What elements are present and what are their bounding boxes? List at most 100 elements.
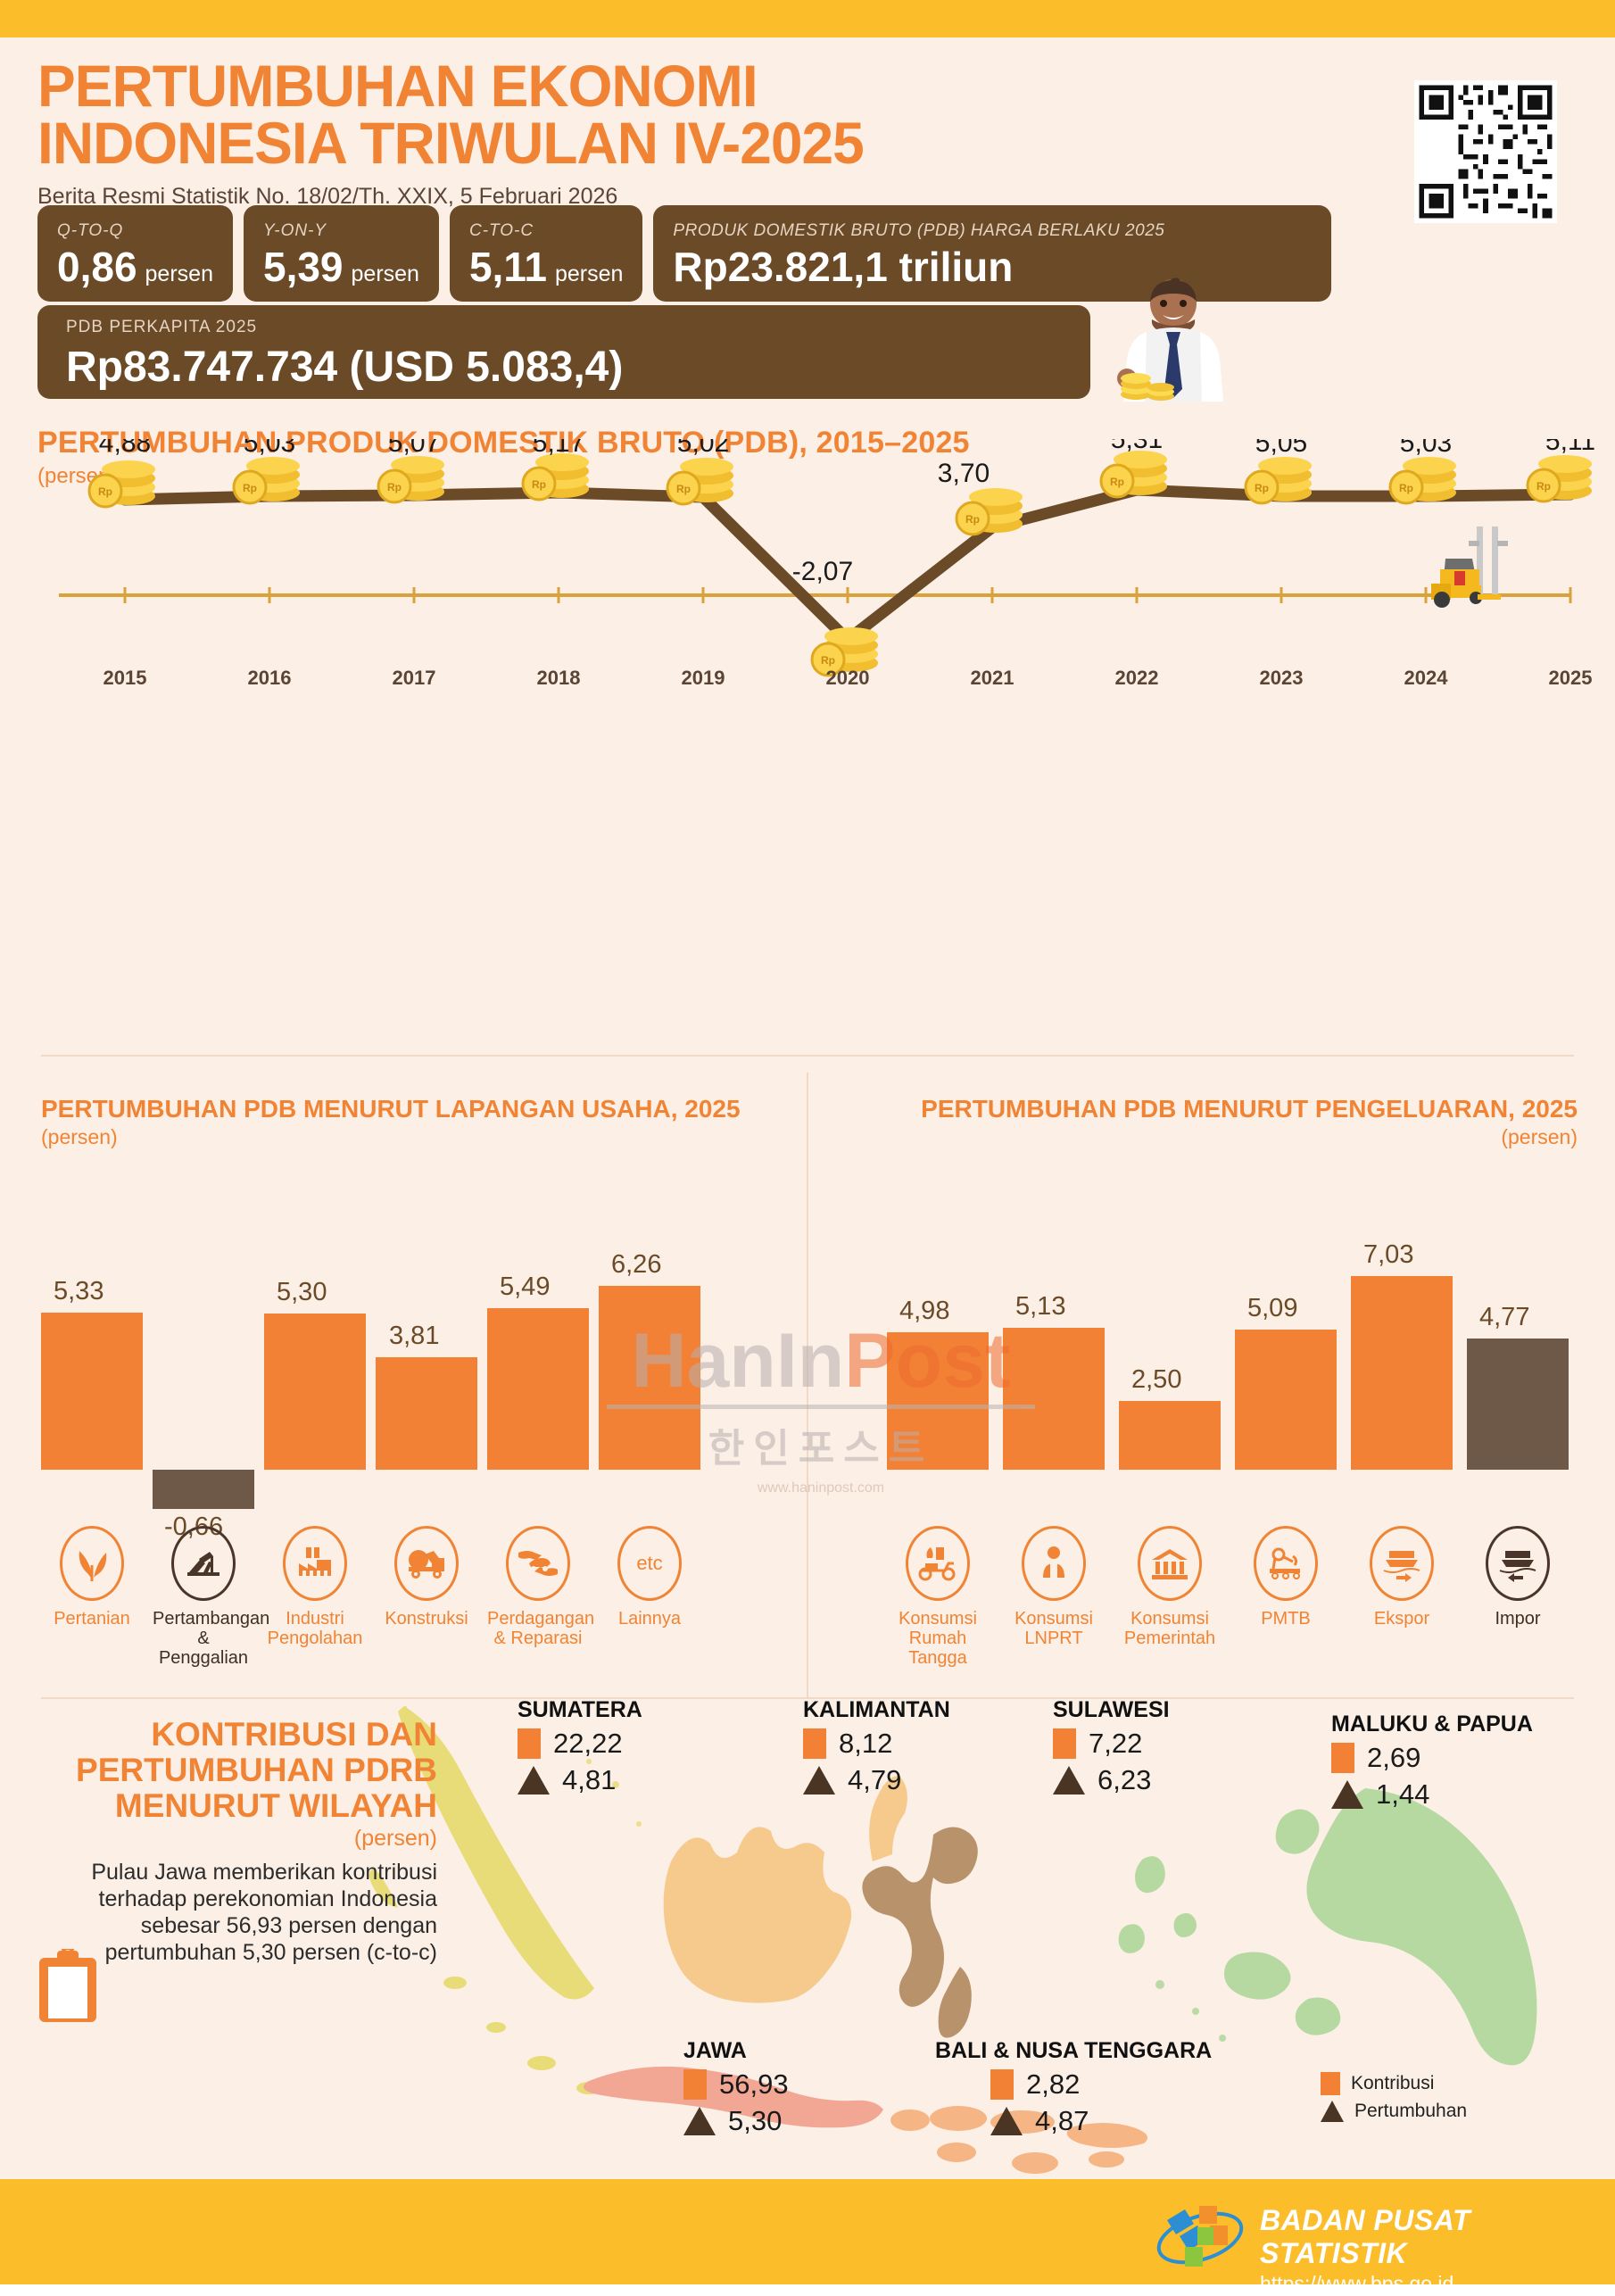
region-pertumbuhan: 1,44 [1376, 1778, 1430, 1810]
kontribusi-swatch [990, 2069, 1014, 2100]
region-pertumbuhan: 5,30 [728, 2105, 783, 2136]
map-title-line3: MENURUT WILAYAH [114, 1787, 437, 1824]
bar-pmtb [1235, 1330, 1337, 1470]
map-region-sumatera [369, 1705, 594, 2000]
bar-impor [1467, 1339, 1569, 1470]
svg-text:Rp: Rp [1110, 476, 1124, 488]
category-label: Industri Pengolahan [267, 1609, 363, 1648]
svg-text:2016: 2016 [248, 667, 292, 689]
footer-text: BADAN PUSAT STATISTIK https://www.bps.go… [1260, 2204, 1615, 2296]
cement-truck-icon [409, 1550, 444, 1579]
qr-code-icon [1414, 80, 1557, 223]
map-section: KONTRIBUSI DAN PERTUMBUHAN PDRB MENURUT … [0, 1697, 1615, 2217]
region-pertumbuhan: 6,23 [1097, 1764, 1152, 1795]
region-kontribusi: 22,22 [553, 1728, 623, 1759]
svg-text:Rp: Rp [821, 654, 835, 667]
pertumbuhan-marker [683, 2107, 716, 2135]
svg-text:5,03: 5,03 [1400, 439, 1452, 458]
pertumbuhan-marker [1331, 1780, 1363, 1809]
pengeluaran-unit: (persen) [1501, 1125, 1578, 1148]
region-name: SULAWESI [1053, 1697, 1170, 1722]
category-pertambangan: Pertambangan & Penggalian [153, 1526, 269, 1668]
svg-text:5,05: 5,05 [1255, 439, 1307, 458]
stat-value: 5,39 [262, 244, 344, 290]
category-impor: Impor [1467, 1526, 1569, 1629]
trade-hands-icon [518, 1551, 558, 1576]
stat-value: 5,11 [468, 244, 547, 290]
svg-text:Rp: Rp [532, 478, 546, 491]
bar-label-ekspor: 7,03 [1363, 1240, 1414, 1269]
region-maluku-papua: MALUKU & PAPUA 2,69 1,44 [1331, 1712, 1533, 1811]
map-region-papua [1306, 1788, 1537, 2066]
line-chart-plot: Rp Rp Rp Rp [0, 425, 1615, 698]
bar-pertambangan [153, 1470, 254, 1509]
stat-value: 0,86 [57, 244, 137, 290]
legend-pertumbuhan-marker [1321, 2101, 1344, 2122]
category-industri: Industri Pengolahan [264, 1526, 366, 1648]
map-region-jawa [583, 2066, 883, 2128]
bar-label-konstruksi: 3,81 [389, 1322, 440, 1350]
lapangan-usaha-unit: (persen) [41, 1125, 118, 1148]
region-kontribusi: 8,12 [839, 1728, 893, 1759]
svg-text:Rp: Rp [965, 513, 980, 526]
category-konstruksi: Konstruksi [376, 1526, 477, 1629]
perkapita-value: Rp83.747.734 (USD 5.083,4) [66, 344, 624, 391]
pengeluaran-bars: 4,98 5,13 2,50 5,09 7,03 4,77 [848, 1166, 1579, 1586]
category-konsumsi-rumah-tangga: Konsumsi Rumah Tangga [887, 1526, 989, 1668]
svg-text:Rp: Rp [676, 483, 691, 495]
pertumbuhan-marker [803, 1766, 835, 1795]
map-region-bali [890, 2110, 930, 2131]
region-sumatera: SUMATERA 22,22 4,81 [518, 1697, 642, 1796]
lapangan-usaha-title: PERTUMBUHAN PDB MENURUT LAPANGAN USAHA, … [41, 1095, 741, 1123]
pertumbuhan-marker [1053, 1766, 1085, 1795]
pengeluaran-section: PERTUMBUHAN PDB MENURUT PENGELUARAN, 202… [830, 1095, 1578, 1149]
coin-markers: Rp Rp Rp Rp [87, 451, 1592, 677]
stat-unit: persen [351, 261, 419, 286]
bar-industri [264, 1314, 366, 1470]
import-ship-icon [1499, 1551, 1536, 1582]
map-title-block: KONTRIBUSI DAN PERTUMBUHAN PDRB MENURUT … [54, 1717, 437, 1966]
qr-code[interactable] [1414, 80, 1557, 223]
svg-text:2025: 2025 [1549, 667, 1593, 689]
government-building-icon [1152, 1549, 1188, 1579]
kontribusi-swatch [683, 2069, 707, 2100]
bar-label-pertanian: 5,33 [54, 1277, 104, 1305]
kontribusi-swatch [803, 1728, 826, 1759]
page-title-line1: PERTUMBUHAN EKONOMI [37, 53, 758, 119]
perkapita-label: PDB PERKAPITA 2025 [66, 318, 258, 336]
region-kalimantan: KALIMANTAN 8,12 4,79 [803, 1697, 950, 1796]
divider-top [41, 1055, 1574, 1057]
lapangan-usaha-bars: 5,33 -0,66 5,30 3,81 5,49 6,26 [41, 1166, 805, 1586]
pdb-growth-line-chart: Rp Rp Rp Rp [59, 425, 1595, 689]
svg-text:Rp: Rp [1255, 482, 1269, 494]
region-jawa: JAWA 56,93 5,30 [683, 2038, 789, 2137]
top-accent-bar [0, 0, 1615, 37]
category-perdagangan: Perdagangan & Reparasi [487, 1526, 594, 1648]
map-title-line2: PERTUMBUHAN PDRB [76, 1752, 437, 1788]
region-pertumbuhan: 4,81 [562, 1764, 617, 1795]
bps-logo [1156, 2206, 1244, 2267]
svg-text:-2,07: -2,07 [792, 557, 853, 586]
category-label: Impor [1495, 1609, 1541, 1629]
leaf-icon [79, 1551, 107, 1581]
svg-text:5,17: 5,17 [533, 439, 584, 458]
pengeluaran-title: PERTUMBUHAN PDB MENURUT PENGELUARAN, 202… [921, 1095, 1578, 1123]
region-pertumbuhan: 4,87 [1035, 2105, 1089, 2136]
svg-text:2018: 2018 [537, 667, 581, 689]
pertumbuhan-marker [990, 2107, 1023, 2135]
kontribusi-swatch [518, 1728, 541, 1759]
category-konsumsi-pemerintah: Konsumsi Pemerintah [1119, 1526, 1221, 1648]
region-name: KALIMANTAN [803, 1697, 950, 1722]
category-pmtb: PMTB [1235, 1526, 1337, 1629]
factory-icon [299, 1547, 331, 1576]
region-kontribusi: 2,82 [1026, 2068, 1081, 2100]
svg-text:Rp: Rp [98, 485, 112, 498]
category-pertanian: Pertanian [41, 1526, 143, 1629]
pertumbuhan-marker [518, 1766, 550, 1795]
svg-text:5,02: 5,02 [677, 439, 729, 458]
bar-pertanian [41, 1313, 143, 1470]
bar-ekspor [1351, 1276, 1453, 1470]
bar-label-konsumsi-pemerintah: 2,50 [1131, 1365, 1182, 1394]
svg-text:3,70: 3,70 [938, 459, 990, 488]
divider-vertical [807, 1073, 808, 1697]
